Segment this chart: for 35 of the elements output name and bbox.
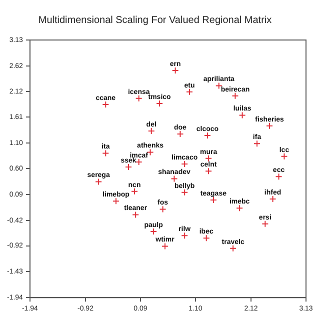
point <box>210 196 217 204</box>
point <box>204 132 211 140</box>
point <box>205 168 212 175</box>
point <box>202 234 210 242</box>
point <box>170 175 178 182</box>
point <box>262 220 269 228</box>
point <box>232 92 239 100</box>
point <box>132 211 140 218</box>
point <box>205 154 212 162</box>
point <box>112 198 120 205</box>
point <box>254 140 260 148</box>
point <box>266 122 274 130</box>
point <box>269 196 276 203</box>
point <box>280 152 288 160</box>
point <box>95 178 102 186</box>
point <box>102 101 110 108</box>
point <box>150 228 158 236</box>
chart-title: Multidimensional Scaling For Valued Regional Matrix <box>38 14 272 26</box>
point <box>172 66 179 74</box>
point <box>275 173 282 180</box>
point <box>159 206 166 213</box>
point <box>130 188 138 195</box>
point <box>125 164 132 171</box>
point <box>176 130 184 138</box>
point <box>238 112 246 119</box>
point <box>181 232 188 240</box>
point <box>181 160 188 168</box>
point <box>156 100 164 108</box>
point <box>102 150 110 157</box>
point <box>148 127 155 134</box>
point <box>186 88 193 96</box>
point <box>236 204 244 212</box>
point <box>230 244 237 252</box>
point <box>161 242 168 250</box>
point <box>135 94 142 102</box>
